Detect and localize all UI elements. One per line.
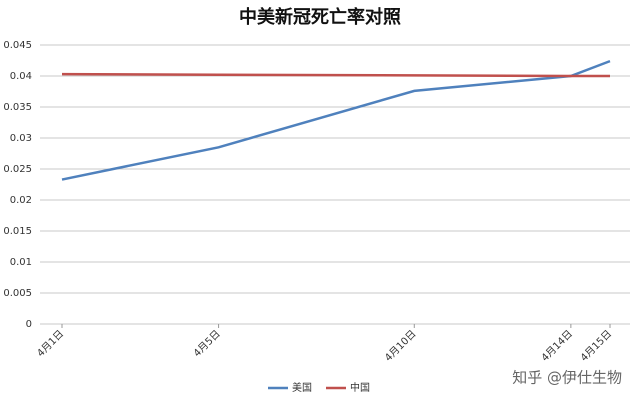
y-tick-label: 0.025 bbox=[3, 164, 32, 175]
x-tick-label: 4月14日 bbox=[539, 328, 575, 364]
y-tick-label: 0.035 bbox=[3, 102, 32, 113]
x-tick-label: 4月10日 bbox=[382, 328, 418, 364]
y-tick-label: 0.03 bbox=[10, 133, 32, 144]
legend-label: 美国 bbox=[292, 381, 312, 394]
y-tick-label: 0.045 bbox=[3, 40, 32, 51]
x-tick-label: 4月15日 bbox=[578, 328, 614, 364]
series-line bbox=[61, 59, 611, 181]
y-tick-label: 0.02 bbox=[10, 195, 32, 206]
y-tick-label: 0.01 bbox=[10, 257, 32, 268]
y-tick-label: 0.005 bbox=[3, 288, 32, 299]
y-tick-label: 0.04 bbox=[10, 71, 32, 82]
y-tick-label: 0.015 bbox=[3, 226, 32, 237]
legend-label: 中国 bbox=[350, 381, 370, 394]
watermark: 知乎 @伊仕生物 bbox=[512, 369, 622, 387]
x-tick-label: 4月5日 bbox=[191, 328, 223, 360]
chart-title: 中美新冠死亡率对照 bbox=[239, 6, 401, 28]
x-tick-label: 4月1日 bbox=[35, 328, 67, 360]
y-tick-label: 0 bbox=[26, 319, 32, 330]
series-line bbox=[61, 72, 610, 78]
